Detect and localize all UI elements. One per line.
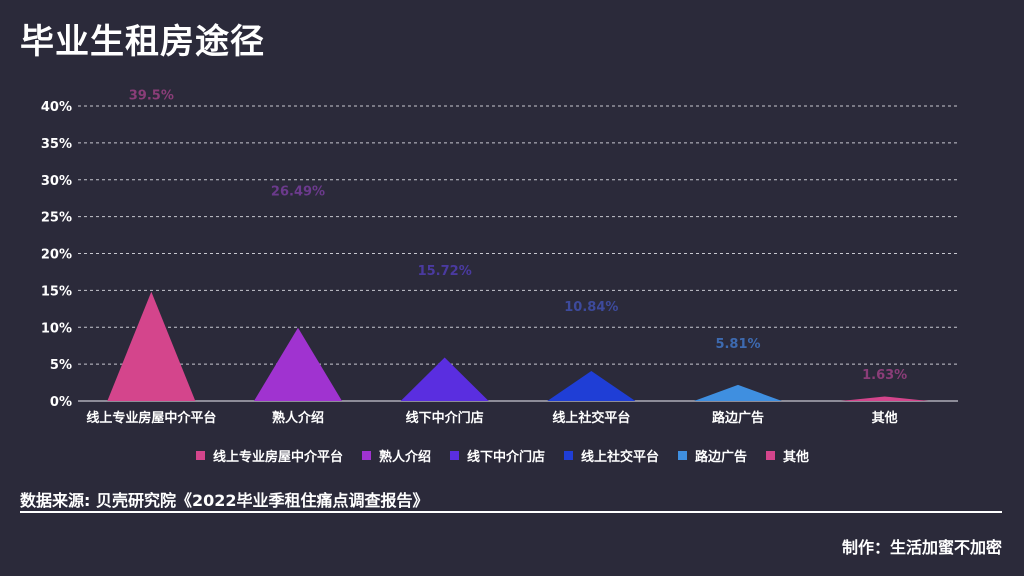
data-source: 数据来源: 贝壳研究院《2022毕业季租住痛点调查报告》 <box>20 491 429 510</box>
x-tick-label: 熟人介绍 <box>272 410 324 426</box>
data-label: 10.84% <box>564 300 618 315</box>
legend-label: 熟人介绍 <box>379 449 431 465</box>
bar-triangle <box>107 291 196 401</box>
bar-triangle <box>547 371 636 401</box>
bar-triangle <box>694 384 782 401</box>
legend-label: 线上专业房屋中介平台 <box>213 449 343 465</box>
data-label: 5.81% <box>715 337 760 352</box>
y-tick-label: 0% <box>50 395 72 410</box>
divider <box>20 511 1002 513</box>
y-tick-label: 30% <box>41 174 72 189</box>
chart: 0% 5% 10% 15% 20% 25% 30% 35% 40% 39.5% 线上专业房屋中介平台… <box>41 89 958 465</box>
bar-triangle <box>840 396 929 401</box>
legend-swatch <box>196 451 205 460</box>
data-label: 15.72% <box>418 264 472 279</box>
legend-label: 线下中介门店 <box>467 449 545 465</box>
y-tick-label: 40% <box>41 100 72 115</box>
data-label: 1.63% <box>862 368 907 383</box>
x-tick-label: 线下中介门店 <box>406 410 484 426</box>
legend-swatch <box>564 451 573 460</box>
y-tick-label: 25% <box>41 211 72 226</box>
x-tick-label: 线上专业房屋中介平台 <box>86 410 216 426</box>
y-tick-label: 20% <box>41 248 72 263</box>
chart-title: 毕业生租房途径 <box>20 22 265 62</box>
legend-swatch <box>766 451 775 460</box>
legend-swatch <box>362 451 371 460</box>
legend-swatch <box>450 451 459 460</box>
y-tick-label: 35% <box>41 137 72 152</box>
legend-label: 路边广告 <box>695 449 747 465</box>
bar-triangle <box>254 327 342 401</box>
y-tick-label: 5% <box>50 358 72 373</box>
x-tick-label: 线上社交平台 <box>552 410 630 426</box>
legend-swatch <box>678 451 687 460</box>
credit: 制作：生活加蜜不加密 <box>841 538 1002 557</box>
data-label: 26.49% <box>271 185 325 200</box>
y-tick-label: 15% <box>41 284 72 299</box>
x-tick-label: 路边广告 <box>712 410 764 426</box>
y-tick-label: 10% <box>41 321 72 336</box>
bar-triangle <box>400 357 489 401</box>
legend-label: 其他 <box>783 449 809 465</box>
legend-label: 线上社交平台 <box>581 449 659 465</box>
data-label: 39.5% <box>129 89 174 104</box>
x-tick-label: 其他 <box>872 410 898 426</box>
